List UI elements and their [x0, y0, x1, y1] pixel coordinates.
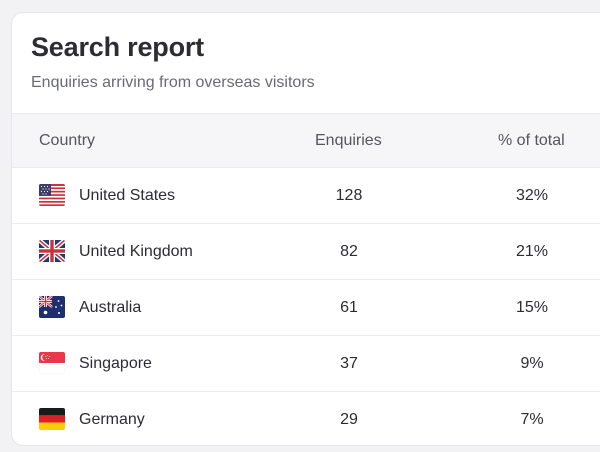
- table-row[interactable]: Germany 29 7%: [12, 392, 600, 445]
- percent-of-total: 21%: [515, 243, 549, 260]
- table-row[interactable]: United Kingdom 82 21%: [12, 224, 600, 280]
- column-header-country[interactable]: Country: [39, 132, 96, 149]
- table-body: United States 128 32% United Kingdom 82 …: [12, 168, 600, 445]
- us-flag-icon: [39, 184, 65, 206]
- enquiries-count: 82: [340, 243, 358, 260]
- germany-flag-icon: [39, 408, 65, 430]
- search-report-card: Search report Enquiries arriving from ov…: [11, 12, 600, 446]
- table-header: Country Enquiries % of total: [12, 114, 600, 168]
- column-header-percent[interactable]: % of total: [498, 132, 565, 149]
- australia-flag-icon: [39, 296, 65, 318]
- percent-of-total: 7%: [520, 411, 544, 428]
- enquiries-count: 128: [335, 187, 363, 204]
- percent-of-total: 15%: [515, 299, 549, 316]
- country-name: Australia: [79, 299, 142, 316]
- table-row[interactable]: Singapore 37 9%: [12, 336, 600, 392]
- percent-of-total: 9%: [520, 355, 544, 372]
- country-name: Singapore: [79, 355, 152, 372]
- enquiries-count: 37: [340, 355, 358, 372]
- page-title: Search report: [31, 32, 204, 62]
- country-name: United Kingdom: [79, 243, 193, 260]
- country-name: Germany: [79, 411, 145, 428]
- percent-of-total: 32%: [515, 187, 549, 204]
- singapore-flag-icon: [39, 352, 65, 374]
- enquiries-count: 61: [340, 299, 358, 316]
- page-subtitle: Enquiries arriving from overseas visitor…: [31, 74, 315, 91]
- table-row[interactable]: United States 128 32%: [12, 168, 600, 224]
- uk-flag-icon: [39, 240, 65, 262]
- country-name: United States: [79, 187, 176, 204]
- table-row[interactable]: Australia 61 15%: [12, 280, 600, 336]
- enquiries-count: 29: [340, 411, 358, 428]
- column-header-enquiries[interactable]: Enquiries: [315, 132, 382, 149]
- card-header: Search report Enquiries arriving from ov…: [12, 13, 600, 114]
